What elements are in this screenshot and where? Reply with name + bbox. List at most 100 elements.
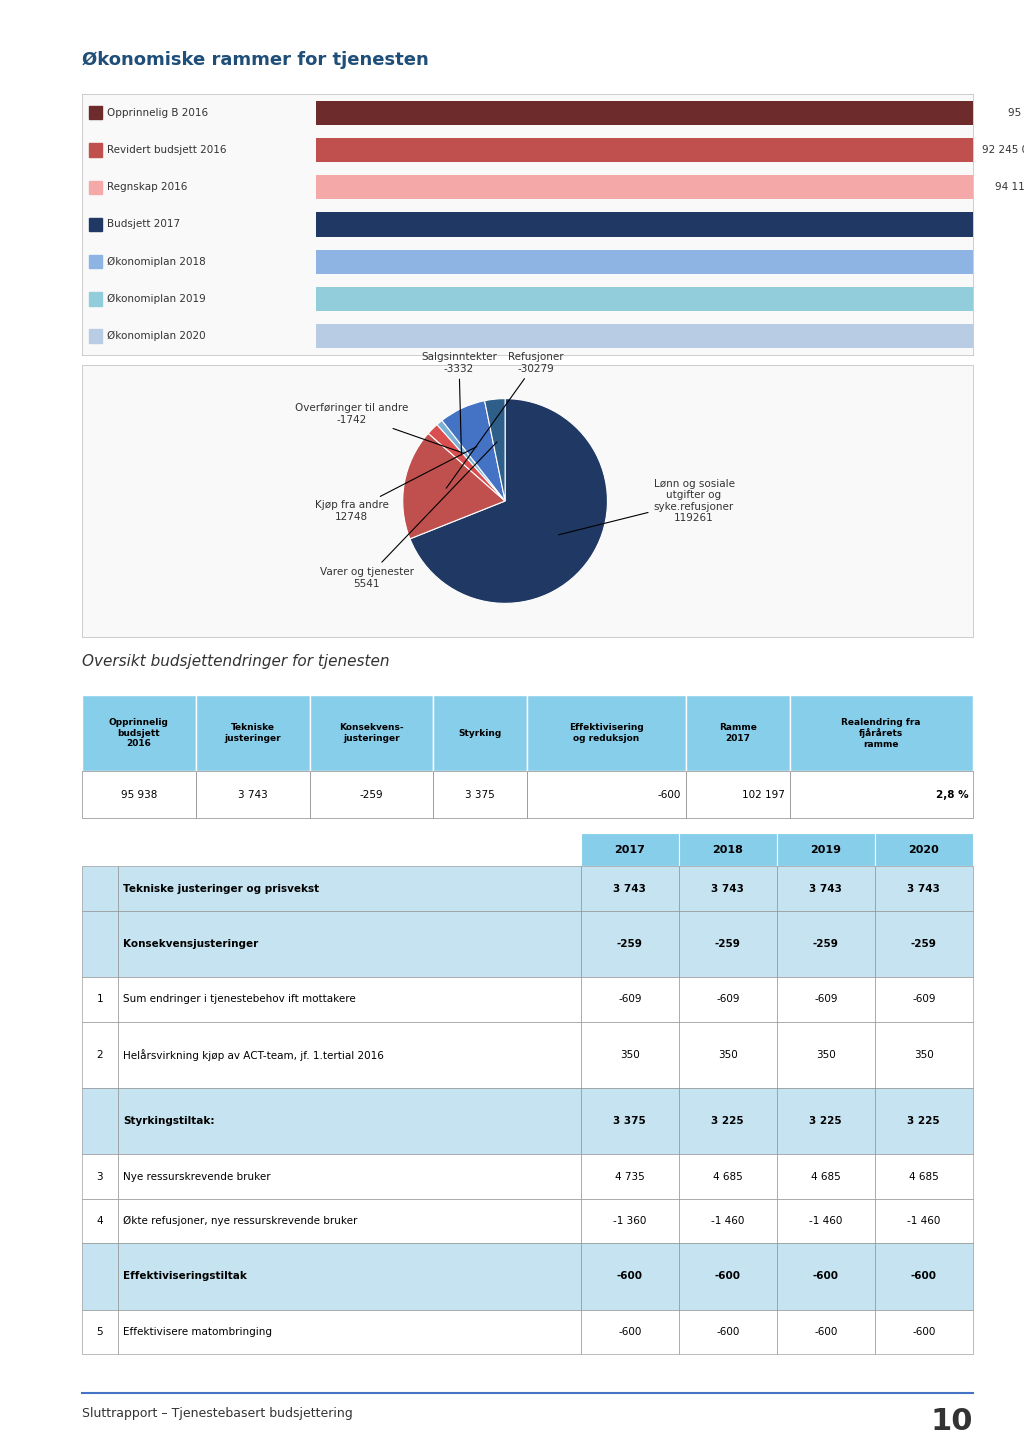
FancyBboxPatch shape xyxy=(196,695,309,772)
FancyBboxPatch shape xyxy=(874,866,973,911)
Text: 2020: 2020 xyxy=(908,844,939,854)
Text: 3 743: 3 743 xyxy=(907,883,940,893)
FancyBboxPatch shape xyxy=(790,772,973,818)
Text: -259: -259 xyxy=(813,938,839,948)
FancyBboxPatch shape xyxy=(82,1199,118,1242)
Text: 3 375: 3 375 xyxy=(466,789,496,799)
Text: 1: 1 xyxy=(96,995,103,1005)
Text: -609: -609 xyxy=(814,995,838,1005)
Text: 350: 350 xyxy=(816,1050,836,1060)
Text: 2018: 2018 xyxy=(713,844,743,854)
Text: 2,8 %: 2,8 % xyxy=(936,789,969,799)
Text: Helårsvirkning kjøp av ACT-team, jf. 1.tertial 2016: Helårsvirkning kjøp av ACT-team, jf. 1.t… xyxy=(123,1048,384,1061)
Text: Budsjett 2017: Budsjett 2017 xyxy=(108,220,180,229)
FancyBboxPatch shape xyxy=(581,833,679,866)
FancyBboxPatch shape xyxy=(433,695,527,772)
FancyBboxPatch shape xyxy=(82,1022,118,1087)
FancyBboxPatch shape xyxy=(679,977,777,1022)
Text: Regnskap 2016: Regnskap 2016 xyxy=(108,182,187,193)
Text: Ramme
2017: Ramme 2017 xyxy=(719,724,757,743)
Bar xyxy=(89,106,102,119)
FancyBboxPatch shape xyxy=(118,1199,581,1242)
Text: 92 245 000: 92 245 000 xyxy=(982,145,1024,155)
Text: Styrking: Styrking xyxy=(459,728,502,737)
Text: Effektivisering
og reduksjon: Effektivisering og reduksjon xyxy=(569,724,644,743)
Text: 2019: 2019 xyxy=(810,844,842,854)
Bar xyxy=(315,249,1024,274)
FancyBboxPatch shape xyxy=(679,866,777,911)
Text: -1 460: -1 460 xyxy=(711,1216,744,1226)
Text: Sluttrapport – Tjenestebasert budsjettering: Sluttrapport – Tjenestebasert budsjetter… xyxy=(82,1407,352,1420)
FancyBboxPatch shape xyxy=(118,911,581,977)
FancyBboxPatch shape xyxy=(82,772,196,818)
FancyBboxPatch shape xyxy=(679,1309,777,1354)
Text: Økonomiske rammer for tjenesten: Økonomiske rammer for tjenesten xyxy=(82,51,429,68)
FancyBboxPatch shape xyxy=(777,1309,874,1354)
FancyBboxPatch shape xyxy=(82,977,118,1022)
FancyBboxPatch shape xyxy=(679,1154,777,1199)
Text: 350: 350 xyxy=(914,1050,934,1060)
Text: 95 938: 95 938 xyxy=(121,789,157,799)
FancyBboxPatch shape xyxy=(874,1242,973,1309)
Text: 4: 4 xyxy=(96,1216,103,1226)
FancyBboxPatch shape xyxy=(527,695,686,772)
Text: Tekniske
justeringer: Tekniske justeringer xyxy=(224,724,281,743)
Text: 4 685: 4 685 xyxy=(909,1171,939,1182)
FancyBboxPatch shape xyxy=(82,866,118,911)
FancyBboxPatch shape xyxy=(874,833,973,866)
Text: 3 225: 3 225 xyxy=(712,1116,744,1127)
FancyBboxPatch shape xyxy=(777,833,874,866)
FancyBboxPatch shape xyxy=(581,1022,679,1087)
FancyBboxPatch shape xyxy=(581,1087,679,1154)
FancyBboxPatch shape xyxy=(874,1309,973,1354)
FancyBboxPatch shape xyxy=(309,695,433,772)
FancyBboxPatch shape xyxy=(581,1242,679,1309)
FancyBboxPatch shape xyxy=(874,1022,973,1087)
FancyBboxPatch shape xyxy=(581,1309,679,1354)
Text: -259: -259 xyxy=(715,938,740,948)
Text: Økonomiplan 2018: Økonomiplan 2018 xyxy=(108,256,206,266)
Text: 4 685: 4 685 xyxy=(713,1171,742,1182)
FancyBboxPatch shape xyxy=(679,1087,777,1154)
Text: -259: -259 xyxy=(616,938,643,948)
Text: 3 743: 3 743 xyxy=(809,883,843,893)
Text: -259: -259 xyxy=(359,789,383,799)
Text: 3 225: 3 225 xyxy=(810,1116,842,1127)
FancyBboxPatch shape xyxy=(82,1309,118,1354)
FancyBboxPatch shape xyxy=(679,1199,777,1242)
FancyBboxPatch shape xyxy=(777,866,874,911)
Bar xyxy=(89,255,102,268)
FancyBboxPatch shape xyxy=(527,772,686,818)
Text: Økonomiplan 2020: Økonomiplan 2020 xyxy=(108,332,206,342)
Text: 3 225: 3 225 xyxy=(907,1116,940,1127)
FancyBboxPatch shape xyxy=(118,1022,581,1087)
FancyBboxPatch shape xyxy=(581,866,679,911)
Text: -1 460: -1 460 xyxy=(809,1216,843,1226)
FancyBboxPatch shape xyxy=(309,772,433,818)
FancyBboxPatch shape xyxy=(777,1242,874,1309)
FancyBboxPatch shape xyxy=(433,772,527,818)
Text: -600: -600 xyxy=(910,1271,937,1281)
Text: -600: -600 xyxy=(716,1326,739,1337)
Bar xyxy=(89,217,102,232)
FancyBboxPatch shape xyxy=(581,977,679,1022)
Text: -609: -609 xyxy=(912,995,936,1005)
Text: 3 375: 3 375 xyxy=(613,1116,646,1127)
FancyBboxPatch shape xyxy=(874,1199,973,1242)
FancyBboxPatch shape xyxy=(777,1022,874,1087)
FancyBboxPatch shape xyxy=(118,1087,581,1154)
Text: -600: -600 xyxy=(618,1326,641,1337)
FancyBboxPatch shape xyxy=(82,911,118,977)
Bar xyxy=(89,143,102,156)
FancyBboxPatch shape xyxy=(118,977,581,1022)
Text: 3 743: 3 743 xyxy=(238,789,267,799)
Text: -609: -609 xyxy=(716,995,739,1005)
Bar xyxy=(315,175,988,200)
Text: Styrkingstiltak:: Styrkingstiltak: xyxy=(123,1116,214,1127)
Text: -259: -259 xyxy=(911,938,937,948)
FancyBboxPatch shape xyxy=(82,695,196,772)
Text: Økte refusjoner, nye ressurskrevende bruker: Økte refusjoner, nye ressurskrevende bru… xyxy=(123,1216,357,1226)
Text: 2: 2 xyxy=(96,1050,103,1060)
FancyBboxPatch shape xyxy=(118,866,581,911)
FancyBboxPatch shape xyxy=(790,695,973,772)
